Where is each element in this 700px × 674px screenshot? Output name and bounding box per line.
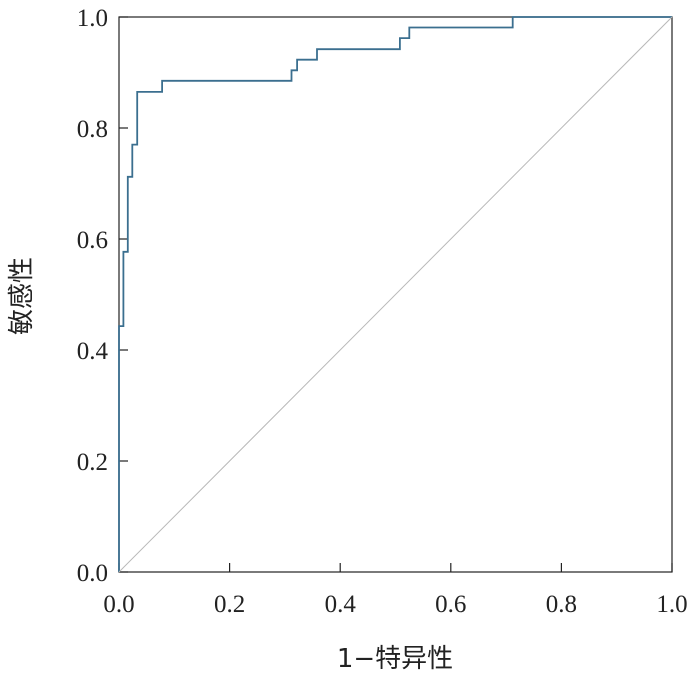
x-axis-title: 1−特异性 bbox=[337, 644, 453, 674]
plot-frame bbox=[118, 16, 673, 573]
y-tick-label: 0.2 bbox=[77, 449, 108, 476]
y-tick-label: 0.0 bbox=[77, 560, 108, 587]
y-tick-label: 0.6 bbox=[77, 227, 108, 254]
reference-diagonal-line bbox=[118, 16, 673, 573]
roc-curve bbox=[118, 16, 672, 572]
y-tick-label: 0.4 bbox=[77, 338, 109, 365]
x-tick-label: 0.6 bbox=[435, 591, 466, 618]
x-tick-label: 0.4 bbox=[325, 591, 357, 618]
x-tick-label: 0.0 bbox=[103, 591, 134, 618]
y-tick-label: 0.8 bbox=[77, 116, 108, 143]
y-axis-ticks: 0.0 0.2 0.4 0.6 0.8 1.0 bbox=[77, 5, 128, 587]
series-layer bbox=[118, 16, 673, 573]
x-tick-label: 0.8 bbox=[546, 591, 577, 618]
x-axis-ticks: 0.0 0.2 0.4 0.6 0.8 1.0 bbox=[103, 563, 688, 618]
y-axis-title: 敏感性 bbox=[7, 257, 37, 335]
x-tick-label: 1.0 bbox=[656, 591, 687, 618]
y-tick-label: 1.0 bbox=[77, 5, 108, 32]
x-tick-label: 0.2 bbox=[214, 591, 245, 618]
